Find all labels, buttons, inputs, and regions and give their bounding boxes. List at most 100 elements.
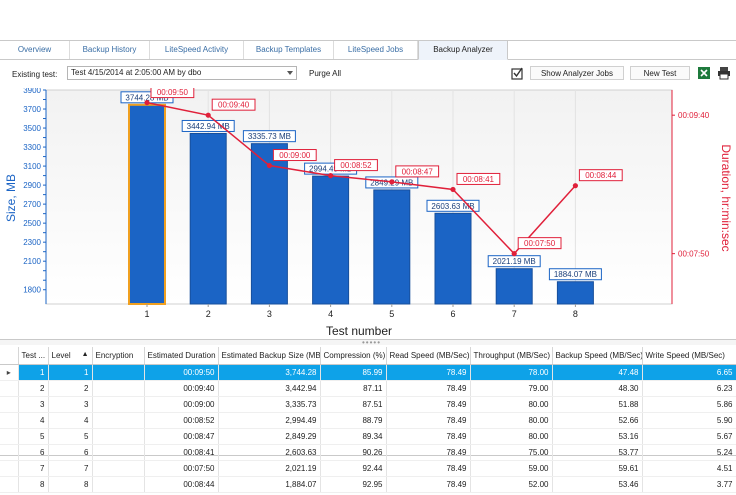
table-cell[interactable]: 2,603.63 <box>218 444 321 461</box>
table-cell[interactable] <box>92 412 145 429</box>
table-cell[interactable] <box>92 396 145 413</box>
table-cell[interactable]: 79.00 <box>470 380 553 397</box>
table-cell[interactable]: 5.24 <box>642 444 736 461</box>
table-row[interactable]: 4 4 00:08:52 2,994.49 88.79 78.49 80.00 52.66 5.… <box>0 412 736 429</box>
table-cell[interactable]: 51.88 <box>552 396 643 413</box>
column-header-read-speed[interactable]: Read Speed (MB/Sec) <box>386 347 471 365</box>
table-row[interactable]: 7 7 00:07:50 2,021.19 92.44 78.49 59.00 59.61 4.… <box>0 460 736 477</box>
table-cell[interactable]: 00:09:00 <box>144 396 219 413</box>
column-header-write-speed[interactable]: Write Speed (MB/Sec) <box>642 347 736 365</box>
checklist-icon[interactable] <box>510 66 524 80</box>
table-cell[interactable]: 2,021.19 <box>218 460 321 477</box>
column-header-backup-speed[interactable]: Backup Speed (MB/Sec) <box>552 347 643 365</box>
table-cell[interactable]: 87.51 <box>320 396 387 413</box>
table-cell[interactable]: 00:08:52 <box>144 412 219 429</box>
table-cell[interactable]: 3.77 <box>642 476 736 493</box>
table-cell[interactable]: 80.00 <box>470 412 553 429</box>
table-cell[interactable]: 00:09:40 <box>144 380 219 397</box>
table-cell[interactable]: 00:08:47 <box>144 428 219 445</box>
table-cell[interactable]: 1 <box>48 364 93 381</box>
column-header-compression[interactable]: Compression (%) <box>320 347 387 365</box>
table-cell[interactable]: 5.86 <box>642 396 736 413</box>
table-cell[interactable] <box>92 364 145 381</box>
table-cell[interactable]: 00:08:41 <box>144 444 219 461</box>
table-cell[interactable]: 1 <box>18 364 49 381</box>
column-header-throughput[interactable]: Throughput (MB/Sec) <box>470 347 553 365</box>
table-cell[interactable]: 5 <box>18 428 49 445</box>
table-cell[interactable]: 00:09:50 <box>144 364 219 381</box>
table-cell[interactable]: 2 <box>48 380 93 397</box>
table-row[interactable]: 2 2 00:09:40 3,442.94 87.11 78.49 79.00 48.30 6.… <box>0 380 736 397</box>
table-cell[interactable]: 7 <box>48 460 93 477</box>
tab-litespeed-activity[interactable]: LiteSpeed Activity <box>150 41 244 59</box>
table-cell[interactable]: 78.49 <box>386 412 471 429</box>
table-cell[interactable]: 5.90 <box>642 412 736 429</box>
table-cell[interactable]: 78.00 <box>470 364 553 381</box>
table-cell[interactable]: 92.44 <box>320 460 387 477</box>
table-cell[interactable]: 53.16 <box>552 428 643 445</box>
tab-backup-templates[interactable]: Backup Templates <box>244 41 334 59</box>
table-cell[interactable]: 2,994.49 <box>218 412 321 429</box>
purge-all-button[interactable]: Purge All <box>308 69 342 78</box>
table-cell[interactable]: 92.95 <box>320 476 387 493</box>
table-cell[interactable]: 4 <box>18 412 49 429</box>
existing-test-select[interactable]: Test 4/15/2014 at 2:05:00 AM by dbo <box>67 66 297 80</box>
table-cell[interactable] <box>92 428 145 445</box>
column-header-level[interactable]: Level ▲ <box>48 347 93 365</box>
table-cell[interactable]: 4.51 <box>642 460 736 477</box>
print-icon[interactable] <box>717 66 731 80</box>
table-row[interactable]: 3 3 00:09:00 3,335.73 87.51 78.49 80.00 51.88 5.… <box>0 396 736 413</box>
table-cell[interactable]: 53.46 <box>552 476 643 493</box>
table-cell[interactable]: 3,744.28 <box>218 364 321 381</box>
table-cell[interactable]: 90.26 <box>320 444 387 461</box>
tab-backup-history[interactable]: Backup History <box>70 41 150 59</box>
table-cell[interactable]: 78.49 <box>386 364 471 381</box>
table-cell[interactable]: 85.99 <box>320 364 387 381</box>
table-cell[interactable]: 3 <box>18 396 49 413</box>
table-cell[interactable]: 47.48 <box>552 364 643 381</box>
table-cell[interactable]: 87.11 <box>320 380 387 397</box>
table-cell[interactable]: 4 <box>48 412 93 429</box>
column-header-estimated-backup-size[interactable]: Estimated Backup Size (MB) <box>218 347 321 365</box>
table-cell[interactable]: 5 <box>48 428 93 445</box>
table-cell[interactable]: 88.79 <box>320 412 387 429</box>
table-row[interactable]: 6 6 00:08:41 2,603.63 90.26 78.49 75.00 53.77 5.… <box>0 444 736 461</box>
table-cell[interactable]: 6 <box>48 444 93 461</box>
table-cell[interactable]: 59.61 <box>552 460 643 477</box>
table-cell[interactable]: 00:08:44 <box>144 476 219 493</box>
table-cell[interactable]: 7 <box>18 460 49 477</box>
excel-icon[interactable] <box>697 66 711 80</box>
table-cell[interactable]: 48.30 <box>552 380 643 397</box>
table-cell[interactable]: 75.00 <box>470 444 553 461</box>
table-cell[interactable] <box>92 444 145 461</box>
table-cell[interactable]: 3,442.94 <box>218 380 321 397</box>
table-cell[interactable]: 78.49 <box>386 476 471 493</box>
table-cell[interactable]: 6 <box>18 444 49 461</box>
tab-litespeed-jobs[interactable]: LiteSpeed Jobs <box>334 41 418 59</box>
table-cell[interactable]: 8 <box>18 476 49 493</box>
table-cell[interactable]: 1,884.07 <box>218 476 321 493</box>
table-cell[interactable] <box>92 380 145 397</box>
table-row[interactable]: ▸ 1 1 00:09:50 3,744.28 85.99 78.49 78.00 47.48 6… <box>0 364 736 381</box>
table-cell[interactable]: 6.23 <box>642 380 736 397</box>
table-row[interactable]: 5 5 00:08:47 2,849.29 89.34 78.49 80.00 53.16 5.… <box>0 428 736 445</box>
table-cell[interactable]: 2,849.29 <box>218 428 321 445</box>
table-cell[interactable]: 3,335.73 <box>218 396 321 413</box>
table-cell[interactable]: 3 <box>48 396 93 413</box>
table-cell[interactable]: 89.34 <box>320 428 387 445</box>
tab-backup-analyzer[interactable]: Backup Analyzer <box>418 40 508 60</box>
table-cell[interactable]: 52.00 <box>470 476 553 493</box>
table-row[interactable]: 8 8 00:08:44 1,884.07 92.95 78.49 52.00 53.46 3.… <box>0 476 736 493</box>
table-cell[interactable]: 78.49 <box>386 380 471 397</box>
table-cell[interactable]: 78.49 <box>386 444 471 461</box>
tab-overview[interactable]: Overview <box>0 41 70 59</box>
splitter-handle[interactable]: ••••• <box>0 338 736 347</box>
table-cell[interactable]: 78.49 <box>386 460 471 477</box>
table-cell[interactable]: 00:07:50 <box>144 460 219 477</box>
table-cell[interactable]: 2 <box>18 380 49 397</box>
column-header-estimated-duration[interactable]: Estimated Duration <box>144 347 219 365</box>
table-cell[interactable]: 59.00 <box>470 460 553 477</box>
table-cell[interactable]: 52.66 <box>552 412 643 429</box>
table-cell[interactable] <box>92 476 145 493</box>
table-cell[interactable]: 5.67 <box>642 428 736 445</box>
